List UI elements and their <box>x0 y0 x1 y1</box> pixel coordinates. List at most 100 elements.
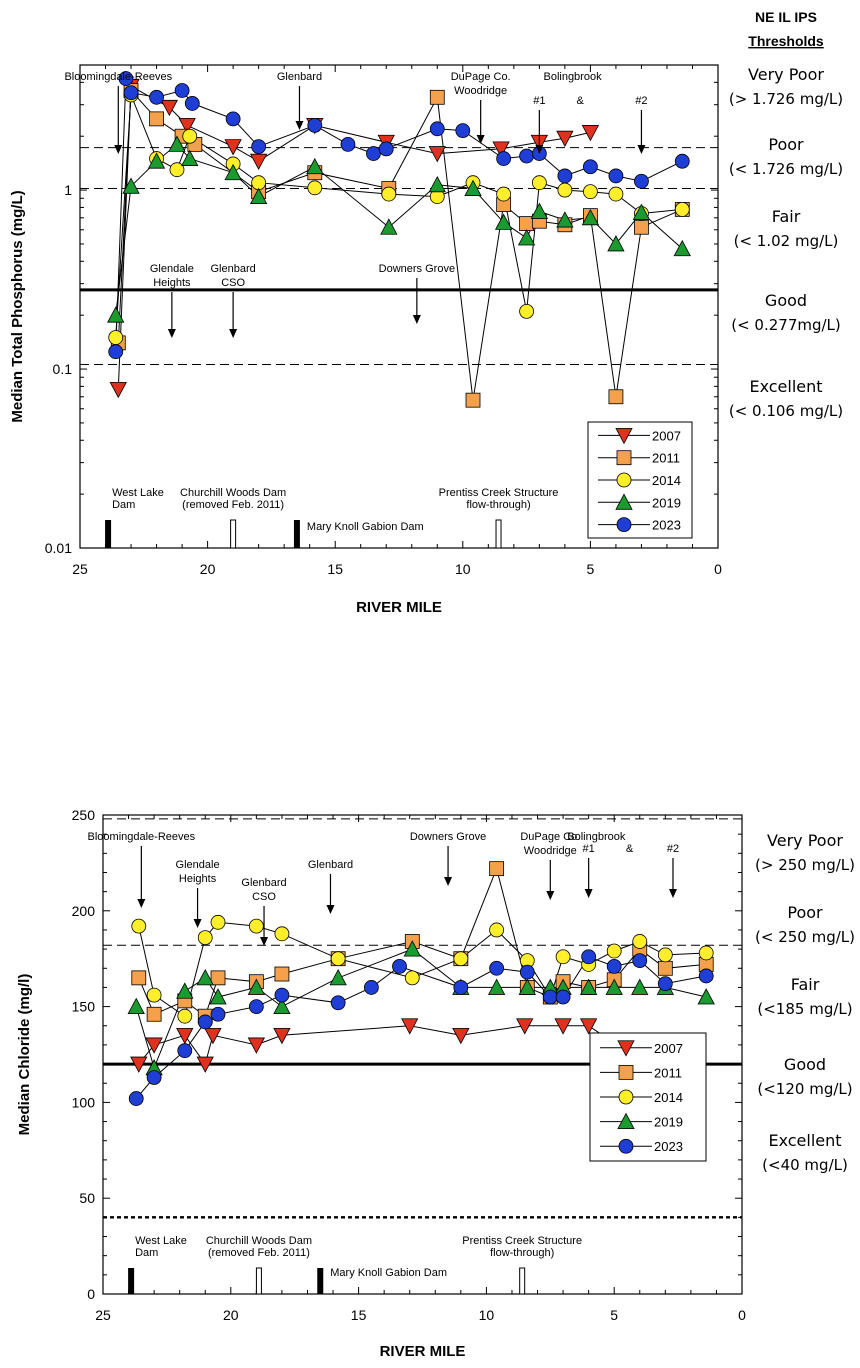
x-tick-label: 25 <box>95 1307 111 1323</box>
legend-marker-2014 <box>618 1089 634 1105</box>
point-2019 <box>428 175 446 193</box>
legend-marker-2019 <box>615 493 633 510</box>
point-2023 <box>118 71 134 86</box>
threshold-name: Good <box>784 1055 826 1074</box>
point-2011 <box>608 389 624 405</box>
point-2014 <box>251 175 267 191</box>
dam-label: (removed Feb. 2011) <box>182 499 284 511</box>
threshold-range: (> 250 mg/L) <box>755 856 855 874</box>
point-2019 <box>517 229 536 246</box>
threshold-name: Good <box>765 291 807 310</box>
point-2023 <box>274 987 290 1003</box>
point-2023 <box>248 999 264 1014</box>
point-2014 <box>177 1008 193 1024</box>
thresholds-header: NE IL IPS Thresholds <box>748 9 824 49</box>
legend-marker-2011 <box>616 450 632 466</box>
point-2019 <box>273 997 291 1014</box>
x-tick-label: 15 <box>327 561 343 577</box>
annotation-arrow-head <box>476 135 485 144</box>
dam-label: Mary Knoll Gabion Dam <box>307 521 424 533</box>
threshold-range: (< 0.106 mg/L) <box>729 402 843 420</box>
point-2014 <box>632 934 648 949</box>
point-2023 <box>608 168 624 184</box>
plot-frame <box>79 64 719 549</box>
annotation-arrow <box>668 858 677 898</box>
point-2019 <box>518 978 536 995</box>
point-2023 <box>583 159 598 175</box>
point-2014 <box>197 930 213 946</box>
point-2023 <box>146 1070 162 1085</box>
annotation-label: Glendale <box>150 263 194 275</box>
annotation-label: Woodridge <box>524 845 577 857</box>
point-2014 <box>248 918 264 934</box>
y-tick-label: 0 <box>87 1286 95 1302</box>
annotation-arrow <box>584 858 593 898</box>
point-2019 <box>306 157 324 175</box>
legend-marker-2023 <box>616 517 632 533</box>
point-2011 <box>131 970 147 986</box>
y-tick-label: 0.01 <box>45 540 72 556</box>
point-2014 <box>404 970 420 986</box>
threshold-range: (<40 mg/L) <box>762 1156 848 1174</box>
point-2007 <box>581 125 600 142</box>
annotation-label: #2 <box>667 843 679 855</box>
point-2019 <box>581 208 600 226</box>
point-2019 <box>329 969 347 986</box>
annotation-arrow-head <box>137 899 146 908</box>
point-2023 <box>149 89 164 105</box>
annotation-label: #1 <box>583 843 595 855</box>
annotation-label: Heights <box>153 277 191 289</box>
point-2019 <box>579 978 598 995</box>
point-2007 <box>401 1018 419 1035</box>
annotation-label: #1 <box>533 95 545 107</box>
point-2014 <box>307 180 323 196</box>
dam-marker <box>230 519 237 549</box>
point-2023 <box>496 151 512 166</box>
point-2019 <box>464 179 482 196</box>
point-2007 <box>176 1027 194 1045</box>
legend: 2007 2011 2014 2019 2023 <box>589 1032 707 1162</box>
dam-marker <box>255 1267 262 1295</box>
point-2019 <box>181 149 199 166</box>
point-2014 <box>108 330 124 345</box>
annotation-label: Bloomingdale-Reeves <box>88 831 196 843</box>
threshold-name: Excellent <box>749 377 822 396</box>
annotation-label: Downers Grove <box>410 831 486 843</box>
point-2023 <box>330 995 346 1011</box>
point-2019 <box>403 940 421 957</box>
point-2014 <box>555 949 571 965</box>
annotation-label: Bolingbrook <box>567 831 626 843</box>
point-2007 <box>160 99 178 117</box>
annotation-label: DuPage Co. <box>451 71 511 83</box>
point-2011 <box>634 219 649 235</box>
point-2023 <box>340 137 356 152</box>
point-2023 <box>174 83 190 98</box>
legend-label: 2023 <box>652 518 681 533</box>
point-2023 <box>307 117 323 133</box>
legend-marker-2019 <box>617 1112 635 1130</box>
phosphorus-chart: 25 20 15 10 5 0 0.01 0.1 1 RIVER MILE Median Total… <box>9 64 843 616</box>
annotation-label: Glenbard <box>241 877 286 889</box>
annotation-arrow <box>114 86 123 154</box>
point-2023 <box>392 958 407 974</box>
legend-label: 2014 <box>654 1090 683 1105</box>
x-tick-label: 20 <box>200 561 216 577</box>
point-2011 <box>489 861 505 877</box>
point-2011 <box>149 111 164 127</box>
point-2019 <box>122 177 140 194</box>
y-tick-label: 1 <box>64 182 72 198</box>
threshold-range: (<120 mg/L) <box>757 1080 852 1098</box>
x-tick-label: 0 <box>738 1307 746 1323</box>
point-2019 <box>147 152 166 169</box>
annotation-arrow <box>326 874 335 914</box>
dam-label: Dam <box>112 499 135 511</box>
dam-marker <box>495 519 502 549</box>
threshold-name: Poor <box>787 903 823 922</box>
point-2014 <box>608 186 624 202</box>
legend-marker-2007 <box>617 1040 635 1057</box>
annotation-arrow-head <box>295 121 304 130</box>
y-tick-label: 100 <box>72 1094 96 1110</box>
annotation-arrow <box>412 278 421 324</box>
point-2019 <box>494 213 513 230</box>
point-2023 <box>557 168 573 184</box>
